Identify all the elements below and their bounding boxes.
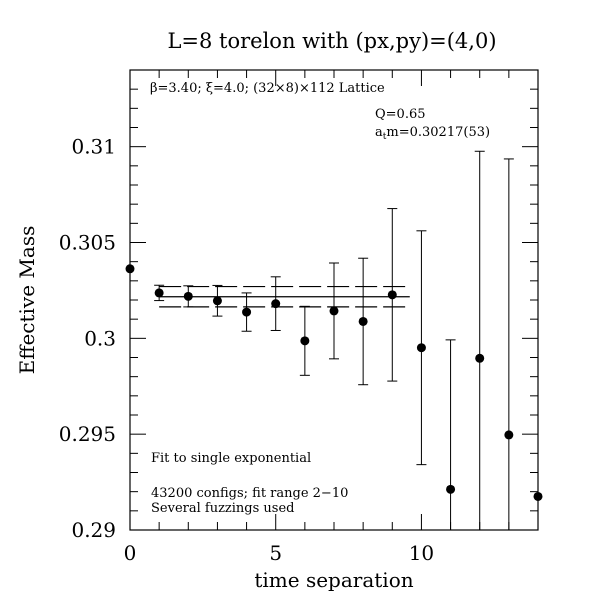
- x-tick-label: 0: [124, 541, 137, 565]
- x-axis-ticks: 0 5 10: [124, 70, 539, 565]
- data-point: [271, 299, 281, 309]
- data-point: [154, 288, 164, 298]
- data-point: [300, 336, 310, 346]
- mass-annotation: atm=0.30217(53): [375, 125, 490, 142]
- data-point: [446, 484, 456, 494]
- fuzzings-annotation: Several fuzzings used: [151, 501, 295, 516]
- data-point: [242, 307, 252, 317]
- fit-band: [159, 285, 410, 308]
- y-tick-label: 0.29: [71, 518, 116, 542]
- data-point: [387, 290, 397, 300]
- data-point: [416, 343, 426, 353]
- y-tick-label: 0.305: [59, 231, 116, 255]
- data-point: [533, 491, 543, 501]
- q-annotation: Q=0.65: [375, 107, 426, 122]
- y-axis-label: Effective Mass: [15, 226, 39, 375]
- y-tick-label: 0.3: [84, 326, 116, 350]
- fit-type-annotation: Fit to single exponential: [151, 451, 311, 466]
- mass-annotation-a: a: [375, 125, 383, 140]
- data-point: [212, 296, 222, 306]
- data-points: [125, 150, 543, 530]
- x-tick-label: 5: [269, 541, 282, 565]
- chart-title: L=8 torelon with (px,py)=(4,0): [167, 29, 496, 53]
- data-point: [125, 264, 135, 274]
- configs-annotation: 43200 configs; fit range 2−10: [151, 486, 348, 501]
- y-axis-ticks: 0.29 0.295 0.3 0.305 0.31: [59, 69, 538, 542]
- data-point: [358, 316, 368, 326]
- data-point: [329, 306, 339, 316]
- mass-annotation-subscript: t: [383, 132, 387, 142]
- data-point: [183, 291, 193, 301]
- lattice-annotation: β=3.40; ξ=4.0; (32×8)×112 Lattice: [150, 81, 385, 96]
- data-point: [504, 430, 514, 440]
- y-tick-label: 0.295: [59, 422, 116, 446]
- x-tick-label: 10: [409, 541, 434, 565]
- y-tick-label: 0.31: [71, 135, 116, 159]
- data-point: [475, 353, 485, 363]
- x-axis-label: time separation: [254, 568, 413, 592]
- mass-annotation-value: m=0.30217(53): [386, 125, 490, 140]
